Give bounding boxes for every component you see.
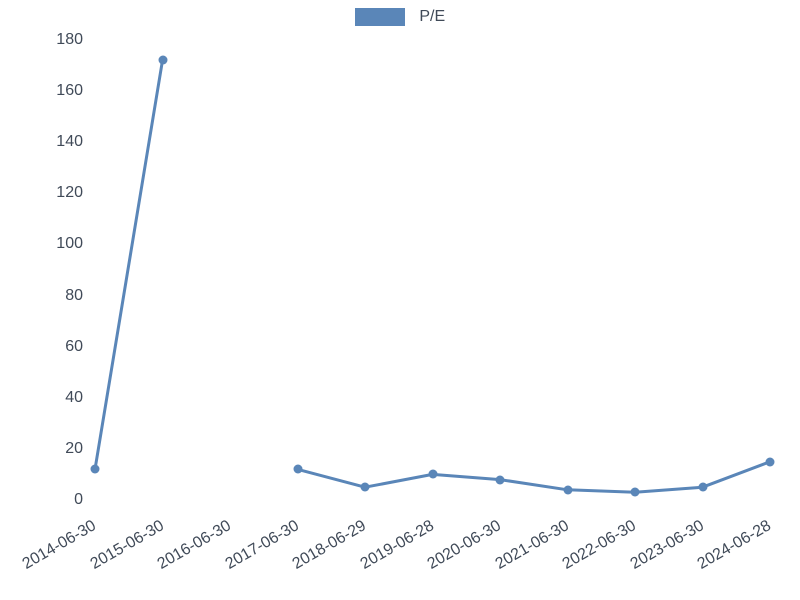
series-line [95,60,770,492]
data-point [91,465,100,474]
data-point [563,485,572,494]
data-point [293,465,302,474]
data-point [496,475,505,484]
plot-area [0,0,800,600]
data-point [361,483,370,492]
data-point [428,470,437,479]
data-point [766,457,775,466]
data-point [631,488,640,497]
data-point [158,56,167,65]
data-point [698,483,707,492]
pe-line-chart: P/E 020406080100120140160180 2014-06-302… [0,0,800,600]
